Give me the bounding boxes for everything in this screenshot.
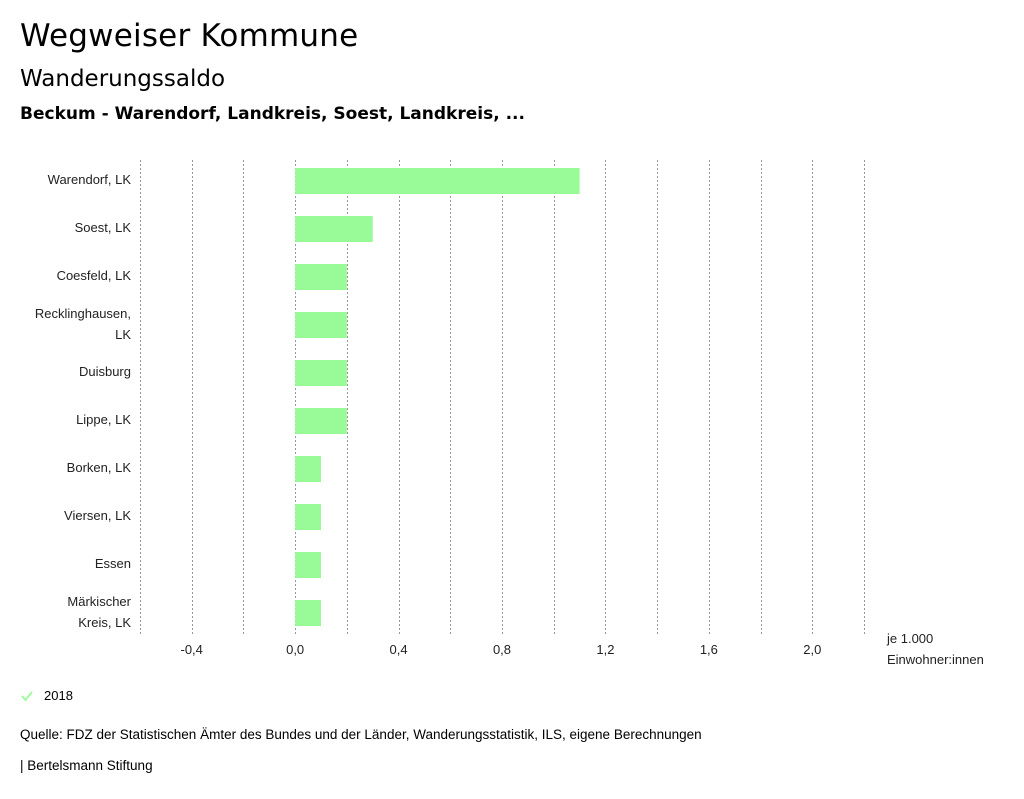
bar — [295, 264, 347, 290]
y-category-label: Essen — [95, 556, 131, 571]
bar-chart: -0,4 0,0 0,4 0,8 1,2 1,6 2,0 je 1.000 Einwohner:… — [35, 160, 984, 667]
legend-item[interactable]: 2018 — [20, 688, 73, 703]
bar — [295, 600, 321, 626]
bar — [295, 456, 321, 482]
y-category-label: Soest, LK — [75, 220, 132, 235]
check-icon — [21, 690, 33, 701]
y-category-label: LK — [115, 327, 131, 342]
y-category-label: Duisburg — [79, 364, 131, 379]
bar — [295, 552, 321, 578]
x-tick-label: -0,4 — [181, 642, 203, 657]
y-category-label: Viersen, LK — [64, 508, 131, 523]
x-axis-label: Einwohner:innen — [887, 652, 984, 667]
y-category-label: Kreis, LK — [78, 615, 131, 630]
x-tick-label: 0,0 — [286, 642, 304, 657]
x-tick-label: 0,8 — [493, 642, 511, 657]
region-title: Beckum - Warendorf, Landkreis, Soest, La… — [20, 104, 525, 124]
source-note: Quelle: FDZ der Statistischen Ämter des … — [20, 727, 702, 742]
bar — [295, 168, 580, 194]
y-category-label: Lippe, LK — [76, 412, 131, 427]
legend-label: 2018 — [44, 688, 73, 703]
bar — [295, 504, 321, 530]
y-category-label: Recklinghausen, — [35, 306, 131, 321]
y-category-label: Coesfeld, LK — [57, 268, 132, 283]
y-category-label: Märkischer — [67, 594, 131, 609]
x-tick-label: 0,4 — [390, 642, 408, 657]
bar — [295, 312, 347, 338]
bar — [295, 408, 347, 434]
page-title: Wegweiser Kommune — [20, 18, 359, 54]
x-axis-label: je 1.000 — [886, 631, 933, 646]
y-category-label: Warendorf, LK — [48, 172, 132, 187]
bar — [295, 216, 373, 242]
bar — [295, 360, 347, 386]
x-tick-label: 2,0 — [803, 642, 821, 657]
y-category-label: Borken, LK — [67, 460, 132, 475]
x-tick-label: 1,2 — [596, 642, 614, 657]
chart-subtitle: Wanderungssaldo — [20, 66, 226, 92]
x-tick-label: 1,6 — [700, 642, 718, 657]
publisher-note: | Bertelsmann Stiftung — [20, 758, 153, 773]
